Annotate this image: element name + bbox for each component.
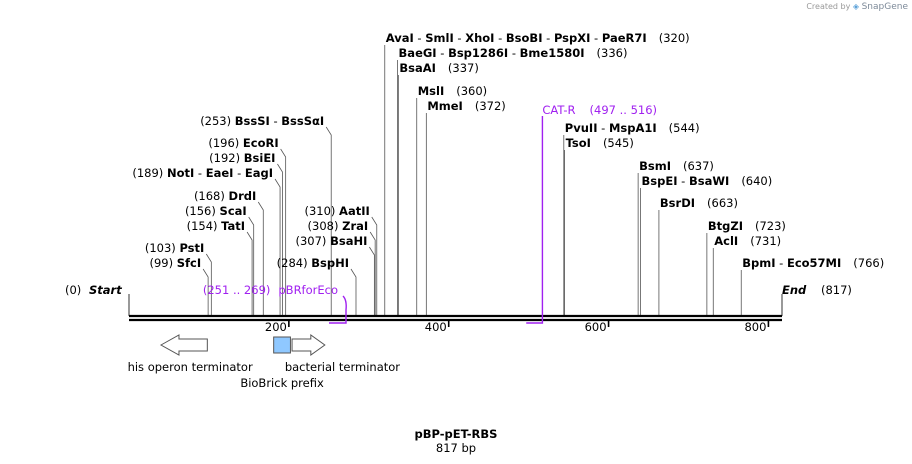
cut-line-drdi <box>257 201 264 316</box>
site-label-bsmi: BsmI (637) <box>639 159 714 173</box>
tick-label-400: 400 <box>425 320 447 334</box>
primer-cat-r-mark <box>526 116 544 324</box>
site-label-mmei: MmeI (372) <box>427 99 505 113</box>
cut-line-bsahi <box>369 246 375 316</box>
site-label-tati: (154) TatI <box>187 219 246 233</box>
site-label-bsrdi: BsrDI (663) <box>660 196 738 210</box>
site-label-bsahi: (307) BsaHI <box>295 234 367 248</box>
site-label-bpmi: BpmI - Eco57MI (766) <box>742 256 884 270</box>
site-label-acli: AclI (731) <box>714 234 781 248</box>
site-acli: AclI (731) <box>714 234 781 248</box>
cut-line-noti <box>274 178 281 316</box>
site-scai: (156) ScaI <box>185 204 247 218</box>
feature-his-operon-terminator-shape <box>159 334 208 356</box>
site-bsphi: (284) BspHI <box>277 256 349 270</box>
site-tati: (154) TatI <box>187 219 246 233</box>
start-position: (0) <box>65 283 81 297</box>
feature-bacterial-terminator-label: bacterial terminator <box>285 360 400 374</box>
cut-line-scai <box>248 216 255 316</box>
site-label-drdi: (168) DrdI <box>194 189 256 203</box>
site-label-sfci: (99) SfcI <box>149 256 201 270</box>
snapgene-credit: Created by ◈ SnapGene <box>806 2 908 12</box>
primer-pbrforeco-mark <box>329 295 347 324</box>
site-label-bsphi: (284) BspHI <box>277 256 349 270</box>
site-label-bspei: BspEI - BsaWI (640) <box>642 174 773 188</box>
map-length: 817 bp <box>436 441 476 455</box>
feature-biobrick-prefix-label: BioBrick prefix <box>240 376 324 390</box>
site-bsaai: BsaAI (337) <box>399 61 479 75</box>
site-ecori: (196) EcoRI <box>208 136 278 150</box>
cut-site-labels: AvaI - SmlI - XhoI - BsoBI - PspXI - Pae… <box>132 31 884 270</box>
primer-cat-r-label: CAT-R (497 .. 516) <box>542 103 657 117</box>
site-aatii: (310) AatII <box>304 204 369 218</box>
site-bpmi: BpmI - Eco57MI (766) <box>742 256 884 270</box>
cut-line-bsphi <box>350 268 357 316</box>
site-zrai: (308) ZraI <box>308 219 369 233</box>
tick-label-200: 200 <box>265 320 287 334</box>
site-sfci: (99) SfcI <box>149 256 201 270</box>
site-bsmi: BsmI (637) <box>639 159 714 173</box>
site-label-scai: (156) ScaI <box>185 204 247 218</box>
site-label-msli: MslI (360) <box>418 84 487 98</box>
site-pvuii: PvuII - MspA1I (544) <box>565 121 700 135</box>
feature-biobrick-prefix-shape <box>273 336 291 354</box>
site-drdi: (168) DrdI <box>194 189 256 203</box>
site-bsahi: (307) BsaHI <box>295 234 367 248</box>
site-label-bsssi: (253) BssSI - BssSαI <box>200 114 324 128</box>
primers: CAT-R (497 .. 516) (251 .. 269) pBRforEco <box>203 103 657 324</box>
tick-label-800: 800 <box>744 320 766 334</box>
site-psti: (103) PstI <box>145 241 204 255</box>
cut-line-bsssi <box>325 126 332 316</box>
cut-line-aatii <box>371 216 378 316</box>
site-baegi: BaeGI - Bsp1286I - Bme1580I (336) <box>399 46 628 60</box>
site-btgzi: BtgZI (723) <box>708 219 786 233</box>
feature-his-operon-terminator-label: his operon terminator <box>128 360 253 374</box>
site-label-aatii: (310) AatII <box>304 204 369 218</box>
site-label-zrai: (308) ZraI <box>308 219 369 233</box>
site-bsssi: (253) BssSI - BssSαI <box>200 114 324 128</box>
site-tsoi: TsoI (545) <box>566 136 634 150</box>
cut-line-ecori <box>280 148 287 316</box>
ruler-ticks: 200 400 600 800 <box>265 320 770 334</box>
site-label-ecori: (196) EcoRI <box>208 136 278 150</box>
credit-brand: SnapGene <box>861 2 908 12</box>
snapgene-logo-icon: ◈ <box>852 2 860 11</box>
cut-line-sfci <box>202 268 209 316</box>
features: his operon terminator BioBrick prefix bact… <box>128 334 400 390</box>
cut-line-tati <box>246 231 253 316</box>
cut-line-zrai <box>369 231 376 316</box>
site-label-pvuii: PvuII - MspA1I (544) <box>565 121 700 135</box>
credit-prefix: Created by <box>806 2 851 11</box>
feature-bacterial-terminator-shape <box>291 334 326 356</box>
site-bsrdi: BsrDI (663) <box>660 196 738 210</box>
site-mmei: MmeI (372) <box>427 99 505 113</box>
site-msli: MslI (360) <box>418 84 487 98</box>
primer-pbrforeco-label: (251 .. 269) pBRforEco <box>203 283 338 297</box>
site-label-bsiei: (192) BsiEI <box>209 151 275 165</box>
site-bspei: BspEI - BsaWI (640) <box>642 174 773 188</box>
site-label-noti: (189) NotI - EaeI - EagI <box>132 166 273 180</box>
site-label-avai: AvaI - SmlI - XhoI - BsoBI - PspXI - Pae… <box>386 31 690 45</box>
cut-line-psti <box>205 253 212 316</box>
site-noti: (189) NotI - EaeI - EagI <box>132 166 273 180</box>
map-title: pBP-pET-RBS <box>415 427 498 441</box>
site-avai: AvaI - SmlI - XhoI - BsoBI - PspXI - Pae… <box>386 31 690 45</box>
site-label-tsoi: TsoI (545) <box>566 136 634 150</box>
tick-label-600: 600 <box>585 320 607 334</box>
site-label-baegi: BaeGI - Bsp1286I - Bme1580I (336) <box>399 46 628 60</box>
start-label: Start <box>89 283 122 297</box>
end-position: (817) <box>821 283 852 297</box>
site-label-psti: (103) PstI <box>145 241 204 255</box>
site-label-btgzi: BtgZI (723) <box>708 219 786 233</box>
end-label: End <box>782 283 807 297</box>
cut-line-bsiei <box>277 163 283 316</box>
site-label-bsaai: BsaAI (337) <box>399 61 479 75</box>
site-bsiei: (192) BsiEI <box>209 151 275 165</box>
cut-site-lines <box>202 45 742 316</box>
